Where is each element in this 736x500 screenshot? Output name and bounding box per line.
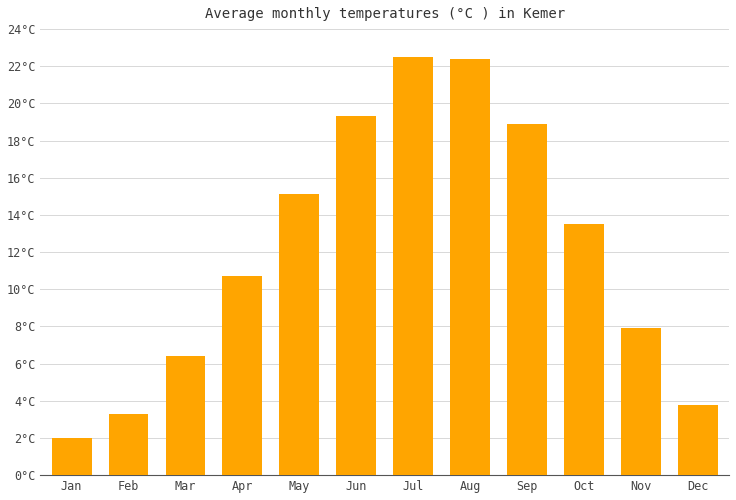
Bar xyxy=(166,356,205,475)
Bar xyxy=(678,404,718,475)
Title: Average monthly temperatures (°C ) in Kemer: Average monthly temperatures (°C ) in Ke… xyxy=(205,7,565,21)
Bar xyxy=(52,438,91,475)
Bar xyxy=(222,276,262,475)
Bar xyxy=(393,57,433,475)
Bar xyxy=(336,116,376,475)
Bar xyxy=(564,224,604,475)
Bar xyxy=(621,328,661,475)
Bar xyxy=(450,59,490,475)
Bar xyxy=(109,414,149,475)
Bar xyxy=(280,194,319,475)
Bar xyxy=(507,124,547,475)
